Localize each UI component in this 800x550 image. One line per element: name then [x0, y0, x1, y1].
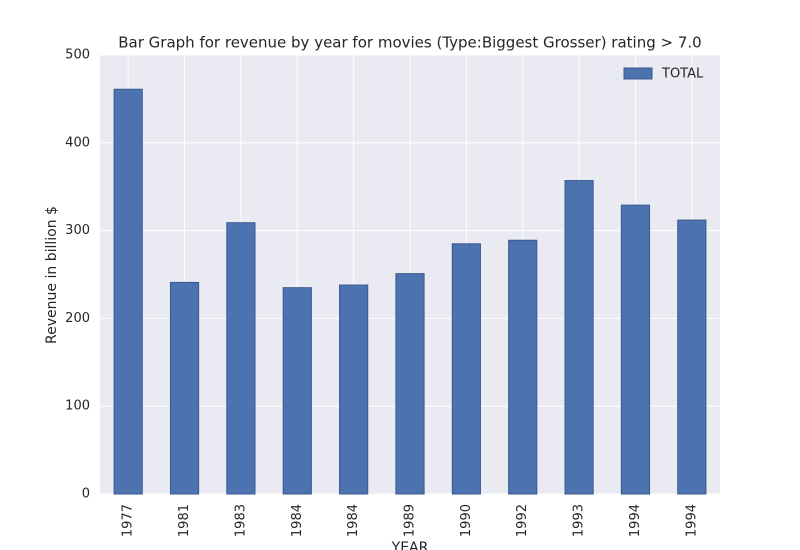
x-tick-label: 1983	[233, 504, 248, 537]
y-tick-label: 300	[65, 223, 90, 238]
bar	[339, 284, 369, 495]
bars	[113, 88, 707, 495]
bar	[395, 273, 425, 495]
bar	[620, 204, 651, 495]
bar	[564, 180, 594, 495]
y-tick-label: 100	[65, 399, 90, 414]
bar	[113, 88, 143, 495]
bar	[451, 243, 481, 495]
y-tick-label: 200	[65, 311, 90, 326]
legend-label: TOTAL	[661, 67, 704, 82]
y-tick-label: 400	[65, 135, 90, 150]
x-tick-label: 1994	[628, 504, 643, 537]
bar	[226, 222, 256, 495]
x-tick-label: 1994	[684, 504, 699, 537]
x-tick-label: 1981	[177, 504, 192, 537]
y-tick-label: 500	[65, 48, 90, 63]
x-tick-label: 1984	[346, 504, 361, 537]
x-tick-label: 1992	[515, 504, 530, 537]
y-tick-label: 0	[82, 487, 90, 502]
y-axis-label: Revenue in billion $	[44, 206, 60, 344]
legend-swatch	[623, 67, 653, 80]
bar	[508, 239, 538, 495]
x-axis-label: YEAR	[391, 540, 429, 550]
x-tick-label: 1984	[290, 504, 305, 537]
x-tick-label: 1989	[403, 504, 418, 537]
bar	[282, 287, 312, 495]
bar	[169, 281, 200, 495]
x-tick-label: 1977	[121, 504, 136, 537]
x-tick-label: 1990	[459, 504, 474, 537]
x-tick-label: 1993	[572, 504, 587, 537]
chart-title: Bar Graph for revenue by year for movies…	[118, 34, 701, 52]
bar	[677, 219, 707, 495]
